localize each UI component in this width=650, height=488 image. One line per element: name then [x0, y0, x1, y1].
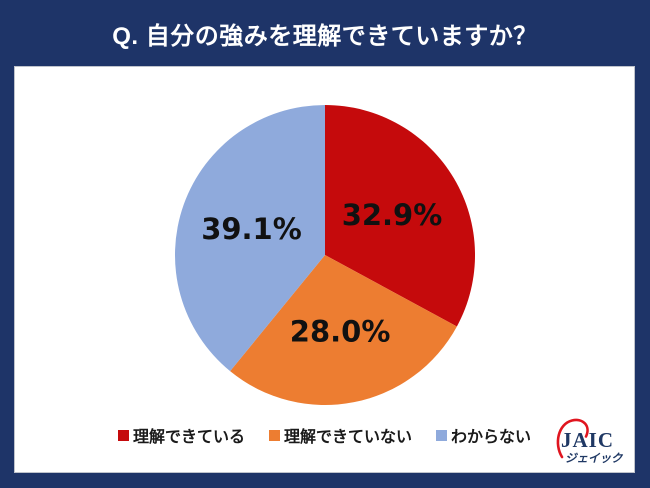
pie-slice-value-label-2: 39.1%: [201, 212, 302, 246]
jaic-logo: JAIC ジェイック: [556, 418, 624, 465]
legend-swatch-icon-0: [117, 429, 129, 441]
legend-label-1: 理解できていない: [283, 429, 412, 446]
jaic-logo-subtext: ジェイック: [565, 452, 624, 465]
legend-swatch-icon-1: [268, 429, 280, 441]
chart-title: Q. 自分の強みを理解できていますか？: [112, 22, 538, 50]
legend: 理解できている 理解できていない わからない: [15, 423, 634, 447]
legend-label-2: わからない: [451, 429, 532, 446]
pie-slice-0: [325, 105, 476, 327]
legend-swatch-icon-2: [436, 429, 447, 441]
pie-slice-1: [230, 255, 457, 406]
pie-chart: 32.9% 28.0% 39.1%: [174, 105, 476, 406]
legend-label-0: 理解できている: [132, 429, 245, 446]
chart-panel: 32.9% 28.0% 39.1% 理解できている 理解できていない わからない JAI…: [14, 66, 635, 473]
pie-slice-value-label-0: 32.9%: [342, 198, 443, 232]
title-bar: Q. 自分の強みを理解できていますか？: [0, 0, 650, 66]
legend-item-0: 理解できている: [117, 423, 245, 447]
legend-item-1: 理解できていない: [268, 423, 412, 447]
jaic-logo-text: JAIC: [561, 428, 614, 452]
jaic-logo-swoosh-icon: [556, 418, 589, 459]
pie-slice-value-label-1: 28.0%: [290, 315, 391, 349]
legend-item-2: わからない: [436, 423, 531, 447]
pie-slice-2: [174, 105, 325, 372]
